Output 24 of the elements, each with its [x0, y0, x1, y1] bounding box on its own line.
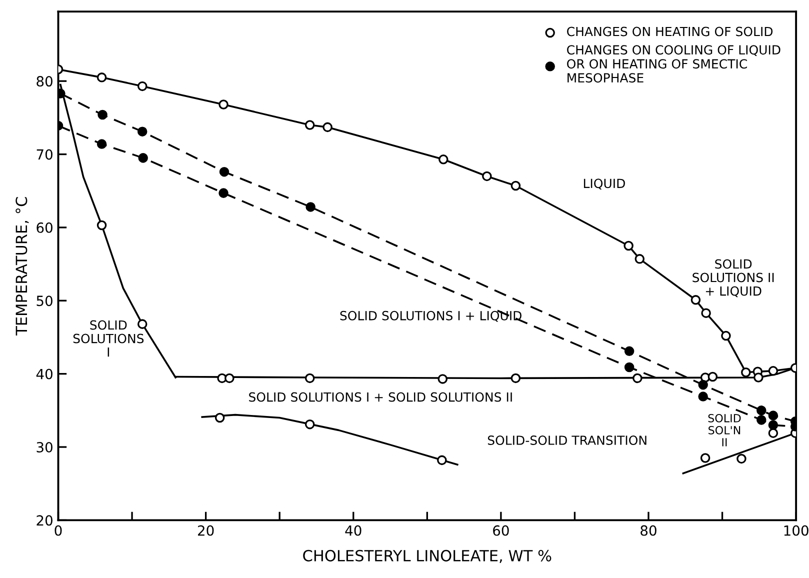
legend-label: CHANGES ON COOLING OF LIQUID OR ON HEATING OF SMECTIC MESOPHASE [567, 45, 780, 83]
annotation: SOLID SOLUTIONS I + SOLID SOLUTIONS II [249, 392, 512, 402]
annotation: SOLID-SOLID TRANSITION [488, 436, 646, 445]
y-tick-label: 60 [36, 222, 52, 233]
y-tick-label: 50 [36, 296, 52, 306]
y-tick-label: 20 [36, 515, 52, 526]
y-axis-title: TEMPERATURE, °C [16, 197, 29, 336]
x-tick-label: 100 [784, 525, 808, 536]
x-tick-label: 40 [345, 525, 362, 536]
y-tick-label: 70 [36, 149, 52, 160]
x-axis-title: CHOLESTERYL LINOLEATE, WT % [303, 550, 552, 563]
legend-label: CHANGES ON HEATING OF SOLID [567, 26, 773, 36]
y-tick-label: 40 [36, 368, 52, 380]
annotation: SOLID SOL'N II [708, 414, 741, 446]
x-tick-label: 0 [54, 525, 62, 536]
x-tick-label: 20 [198, 525, 214, 536]
annotation: LIQUID [584, 178, 625, 190]
y-tick-label: 30 [36, 442, 52, 452]
annotation: SOLID SOLUTIONS I + LIQUID [340, 310, 522, 322]
x-tick-label: 60 [493, 525, 509, 536]
x-tick-label: 80 [640, 525, 656, 536]
y-tick-label: 80 [36, 76, 52, 87]
annotation: SOLID SOLUTIONS II + LIQUID [692, 259, 774, 298]
annotation: SOLID SOLUTIONS I [73, 320, 144, 357]
